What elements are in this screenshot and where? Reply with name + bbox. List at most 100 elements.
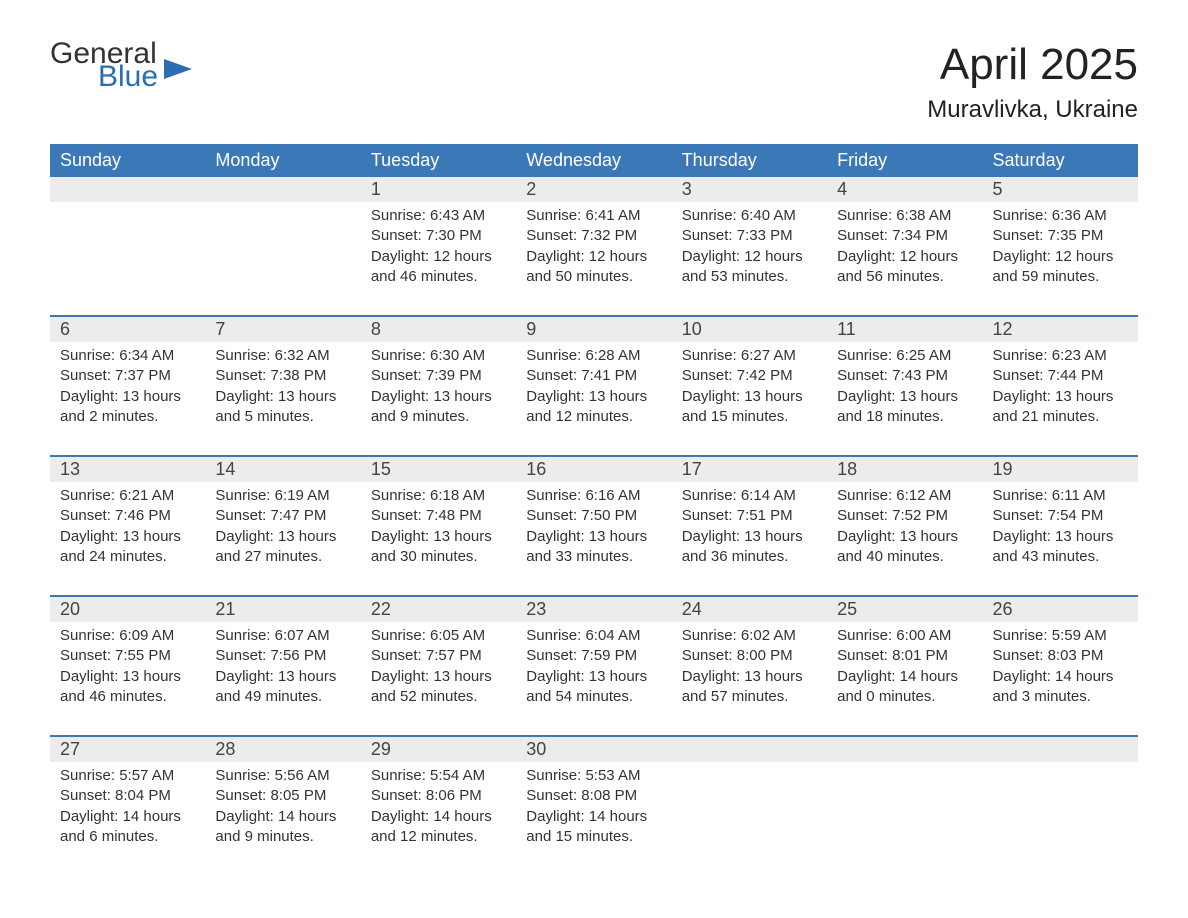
sunrise-line: Sunrise: 6:19 AM bbox=[215, 486, 350, 506]
daylight-line: Daylight: 14 hours and 12 minutes. bbox=[371, 807, 506, 848]
daylight-line: Daylight: 12 hours and 59 minutes. bbox=[993, 247, 1128, 288]
day-details: Sunrise: 5:59 AMSunset: 8:03 PMDaylight:… bbox=[993, 626, 1128, 707]
day-number: 30 bbox=[516, 737, 671, 762]
sunrise-line: Sunrise: 6:12 AM bbox=[837, 486, 972, 506]
sunset-line: Sunset: 7:56 PM bbox=[215, 646, 350, 666]
day-cell: 6Sunrise: 6:34 AMSunset: 7:37 PMDaylight… bbox=[50, 317, 205, 437]
day-number: 20 bbox=[50, 597, 205, 622]
day-cell: 30 Sunrise: 5:53 AMSunset: 8:08 PMDayligh… bbox=[516, 737, 671, 857]
flag-icon bbox=[164, 59, 192, 79]
day-details: Sunrise: 6:18 AMSunset: 7:48 PMDaylight:… bbox=[371, 486, 506, 567]
day-cell: 13Sunrise: 6:21 AMSunset: 7:46 PMDayligh… bbox=[50, 457, 205, 577]
day-cell: 27Sunrise: 5:57 AMSunset: 8:04 PMDayligh… bbox=[50, 737, 205, 857]
logo: General Blue bbox=[50, 40, 192, 91]
weekday-header-row: SundayMondayTuesdayWednesdayThursdayFrid… bbox=[50, 144, 1138, 177]
sunset-line: Sunset: 7:43 PM bbox=[837, 366, 972, 386]
sunrise-line: Sunrise: 6:25 AM bbox=[837, 346, 972, 366]
weekday-monday: Monday bbox=[205, 144, 360, 177]
sunrise-line: Sunrise: 5:56 AM bbox=[215, 766, 350, 786]
day-cell: 28Sunrise: 5:56 AMSunset: 8:05 PMDayligh… bbox=[205, 737, 360, 857]
day-number: 2 bbox=[516, 177, 671, 202]
day-cell: 24Sunrise: 6:02 AMSunset: 8:00 PMDayligh… bbox=[672, 597, 827, 717]
day-details: Sunrise: 6:38 AMSunset: 7:34 PMDaylight:… bbox=[837, 206, 972, 287]
day-number: 23 bbox=[516, 597, 671, 622]
day-number: 7 bbox=[205, 317, 360, 342]
sunset-line: Sunset: 7:35 PM bbox=[993, 226, 1128, 246]
day-details: Sunrise: 6:28 AMSunset: 7:41 PMDaylight:… bbox=[526, 346, 661, 427]
daylight-line: Daylight: 13 hours and 40 minutes. bbox=[837, 527, 972, 568]
day-cell: 21Sunrise: 6:07 AMSunset: 7:56 PMDayligh… bbox=[205, 597, 360, 717]
day-cell: 20 Sunrise: 6:09 AMSunset: 7:55 PMDayligh… bbox=[50, 597, 205, 717]
sunset-line: Sunset: 8:03 PM bbox=[993, 646, 1128, 666]
empty-day-header bbox=[827, 737, 982, 762]
day-number: 5 bbox=[983, 177, 1138, 202]
day-details: Sunrise: 6:11 AMSunset: 7:54 PMDaylight:… bbox=[993, 486, 1128, 567]
day-cell: 2 Sunrise: 6:41 AMSunset: 7:32 PMDaylight… bbox=[516, 177, 671, 297]
sunrise-line: Sunrise: 6:02 AM bbox=[682, 626, 817, 646]
sunset-line: Sunset: 7:46 PM bbox=[60, 506, 195, 526]
day-cell bbox=[827, 737, 982, 857]
sunset-line: Sunset: 7:47 PM bbox=[215, 506, 350, 526]
day-number: 16 bbox=[516, 457, 671, 482]
day-details: Sunrise: 6:23 AMSunset: 7:44 PMDaylight:… bbox=[993, 346, 1128, 427]
day-cell: 5Sunrise: 6:36 AMSunset: 7:35 PMDaylight… bbox=[983, 177, 1138, 297]
day-details: Sunrise: 5:54 AMSunset: 8:06 PMDaylight:… bbox=[371, 766, 506, 847]
sunset-line: Sunset: 8:06 PM bbox=[371, 786, 506, 806]
day-details: Sunrise: 6:09 AMSunset: 7:55 PMDaylight:… bbox=[60, 626, 195, 707]
weekday-wednesday: Wednesday bbox=[516, 144, 671, 177]
day-details: Sunrise: 5:53 AMSunset: 8:08 PMDaylight:… bbox=[526, 766, 661, 847]
day-cell bbox=[672, 737, 827, 857]
sunrise-line: Sunrise: 6:43 AM bbox=[371, 206, 506, 226]
day-number: 13 bbox=[50, 457, 205, 482]
day-details: Sunrise: 6:32 AMSunset: 7:38 PMDaylight:… bbox=[215, 346, 350, 427]
sunset-line: Sunset: 8:08 PM bbox=[526, 786, 661, 806]
month-title: April 2025 bbox=[927, 40, 1138, 90]
day-number: 22 bbox=[361, 597, 516, 622]
sunset-line: Sunset: 7:54 PM bbox=[993, 506, 1128, 526]
empty-day-header bbox=[672, 737, 827, 762]
day-cell: 15 Sunrise: 6:18 AMSunset: 7:48 PMDayligh… bbox=[361, 457, 516, 577]
day-details: Sunrise: 6:14 AMSunset: 7:51 PMDaylight:… bbox=[682, 486, 817, 567]
day-details: Sunrise: 6:43 AMSunset: 7:30 PMDaylight:… bbox=[371, 206, 506, 287]
daylight-line: Daylight: 12 hours and 50 minutes. bbox=[526, 247, 661, 288]
empty-day-header bbox=[983, 737, 1138, 762]
sunrise-line: Sunrise: 6:27 AM bbox=[682, 346, 817, 366]
daylight-line: Daylight: 13 hours and 9 minutes. bbox=[371, 387, 506, 428]
sunrise-line: Sunrise: 5:57 AM bbox=[60, 766, 195, 786]
daylight-line: Daylight: 13 hours and 2 minutes. bbox=[60, 387, 195, 428]
daylight-line: Daylight: 12 hours and 46 minutes. bbox=[371, 247, 506, 288]
sunrise-line: Sunrise: 5:53 AM bbox=[526, 766, 661, 786]
day-number: 15 bbox=[361, 457, 516, 482]
day-number: 17 bbox=[672, 457, 827, 482]
day-cell: 18Sunrise: 6:12 AMSunset: 7:52 PMDayligh… bbox=[827, 457, 982, 577]
day-number: 14 bbox=[205, 457, 360, 482]
day-number: 8 bbox=[361, 317, 516, 342]
sunset-line: Sunset: 7:44 PM bbox=[993, 366, 1128, 386]
daylight-line: Daylight: 13 hours and 49 minutes. bbox=[215, 667, 350, 708]
day-details: Sunrise: 6:27 AMSunset: 7:42 PMDaylight:… bbox=[682, 346, 817, 427]
day-cell: 23Sunrise: 6:04 AMSunset: 7:59 PMDayligh… bbox=[516, 597, 671, 717]
week-row: 1Sunrise: 6:43 AMSunset: 7:30 PMDaylight… bbox=[50, 177, 1138, 297]
sunrise-line: Sunrise: 6:41 AM bbox=[526, 206, 661, 226]
sunset-line: Sunset: 7:50 PM bbox=[526, 506, 661, 526]
sunset-line: Sunset: 8:05 PM bbox=[215, 786, 350, 806]
sunrise-line: Sunrise: 6:30 AM bbox=[371, 346, 506, 366]
daylight-line: Daylight: 13 hours and 57 minutes. bbox=[682, 667, 817, 708]
day-cell: 19Sunrise: 6:11 AMSunset: 7:54 PMDayligh… bbox=[983, 457, 1138, 577]
day-details: Sunrise: 6:02 AMSunset: 8:00 PMDaylight:… bbox=[682, 626, 817, 707]
empty-day-header bbox=[50, 177, 205, 202]
daylight-line: Daylight: 14 hours and 6 minutes. bbox=[60, 807, 195, 848]
daylight-line: Daylight: 14 hours and 0 minutes. bbox=[837, 667, 972, 708]
daylight-line: Daylight: 14 hours and 15 minutes. bbox=[526, 807, 661, 848]
day-details: Sunrise: 6:00 AMSunset: 8:01 PMDaylight:… bbox=[837, 626, 972, 707]
day-cell: 3Sunrise: 6:40 AMSunset: 7:33 PMDaylight… bbox=[672, 177, 827, 297]
day-cell: 25Sunrise: 6:00 AMSunset: 8:01 PMDayligh… bbox=[827, 597, 982, 717]
day-cell bbox=[50, 177, 205, 297]
sunset-line: Sunset: 7:48 PM bbox=[371, 506, 506, 526]
day-number: 27 bbox=[50, 737, 205, 762]
day-number: 28 bbox=[205, 737, 360, 762]
sunrise-line: Sunrise: 5:54 AM bbox=[371, 766, 506, 786]
sunset-line: Sunset: 7:32 PM bbox=[526, 226, 661, 246]
daylight-line: Daylight: 13 hours and 18 minutes. bbox=[837, 387, 972, 428]
daylight-line: Daylight: 13 hours and 46 minutes. bbox=[60, 667, 195, 708]
